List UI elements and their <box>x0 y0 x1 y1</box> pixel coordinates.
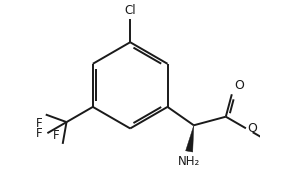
Text: F: F <box>36 117 42 130</box>
Text: F: F <box>53 129 59 142</box>
Polygon shape <box>186 125 194 152</box>
Text: NH₂: NH₂ <box>178 155 200 168</box>
Text: O: O <box>248 122 257 135</box>
Text: F: F <box>36 127 43 140</box>
Text: O: O <box>234 79 244 92</box>
Text: Cl: Cl <box>124 4 136 17</box>
